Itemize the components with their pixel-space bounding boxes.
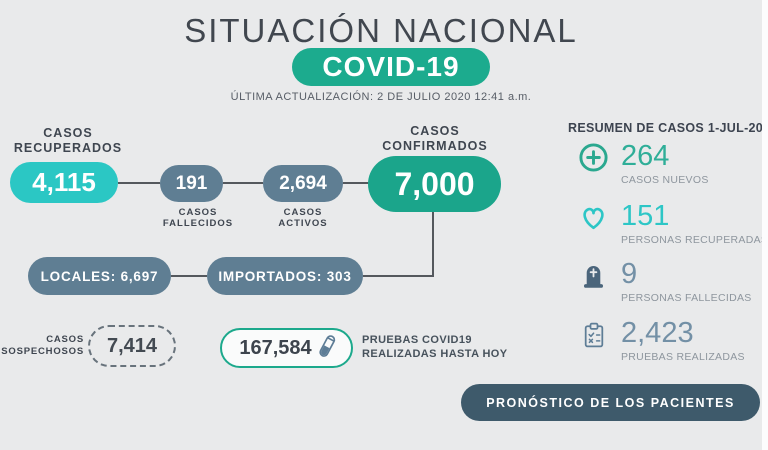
confirmed-cases-value: 7,000 [394,165,475,202]
summary-row-recovered: 151 PERSONAS RECUPERADAS [577,201,768,246]
tests-note-line1: PRUEBAS COVID19 [362,334,472,346]
tests-count-pill: 167,584 [220,328,353,368]
covid19-badge-label: COVID-19 [322,51,460,82]
summary-row-deceased: 9 PERSONAS FALLECIDAS [577,259,752,304]
heart-icon [577,201,610,234]
deceased-persons-label: PERSONAS FALLECIDAS [621,292,752,305]
active-cases-value: 2,694 [279,172,327,194]
last-update-text: ÚLTIMA ACTUALIZACIÓN: 2 DE JULIO 2020 12… [230,91,532,103]
test-tube-icon [310,330,340,365]
suspected-cases-label: CASOS SOSPECHOSOS [1,334,84,357]
summary-row-new-cases: 264 CASOS NUEVOS [577,141,709,186]
tests-count-value: 167,584 [239,336,312,359]
connector-line [118,182,160,184]
confirmed-cases-pill: 7,000 [368,156,501,212]
new-cases-label: CASOS NUEVOS [621,174,709,187]
connector-line [171,275,207,277]
deceased-cases-label: CASOS FALLECIDOS [162,207,234,230]
plus-circle-icon [577,141,610,174]
local-cases-value: LOCALES: 6,697 [40,268,159,284]
active-cases-pill: 2,694 [263,165,343,202]
confirmed-cases-label: CASOS CONFIRMADOS [382,124,488,153]
patient-forecast-button[interactable]: PRONÓSTICO DE LOS PACIENTES [461,384,760,421]
imported-cases-value: IMPORTADOS: 303 [218,268,352,284]
clipboard-icon [577,318,610,351]
connector-line [363,275,434,277]
summary-heading: RESUMEN DE CASOS 1-JUL-20 [568,121,764,135]
imported-cases-pill: IMPORTADOS: 303 [207,257,363,295]
covid19-badge: COVID-19 [292,48,490,86]
patient-forecast-button-label: PRONÓSTICO DE LOS PACIENTES [486,395,735,410]
connector-line [223,182,263,184]
active-cases-label: CASOS ACTIVOS [278,207,328,230]
recovered-cases-value: 4,115 [32,167,96,197]
tombstone-icon [577,259,610,292]
tests-note: PRUEBAS COVID19 REALIZADAS HASTA HOY [362,334,522,362]
local-cases-pill: LOCALES: 6,697 [28,257,171,295]
deceased-cases-value: 191 [175,172,208,194]
connector-line [343,182,369,184]
tests-note-line2: REALIZADAS HASTA HOY [362,347,508,360]
deceased-cases-pill: 191 [160,165,223,202]
recovered-cases-label: CASOS RECUPERADOS [13,126,123,155]
summary-row-tests: 2,423 PRUEBAS REALIZADAS [577,318,745,363]
recovered-persons-value: 151 [621,200,670,232]
page-title: SITUACIÓN NACIONAL [184,12,578,49]
tests-performed-label: PRUEBAS REALIZADAS [621,351,745,364]
new-cases-value: 264 [621,140,670,172]
connector-line [432,212,434,277]
tests-performed-value: 2,423 [621,317,694,349]
suspected-cases-pill: 7,414 [88,325,176,367]
right-edge-strip [762,0,768,450]
deceased-persons-value: 9 [621,258,638,290]
recovered-persons-label: PERSONAS RECUPERADAS [621,234,768,247]
suspected-cases-value: 7,414 [106,334,158,357]
recovered-cases-pill: 4,115 [10,162,118,203]
